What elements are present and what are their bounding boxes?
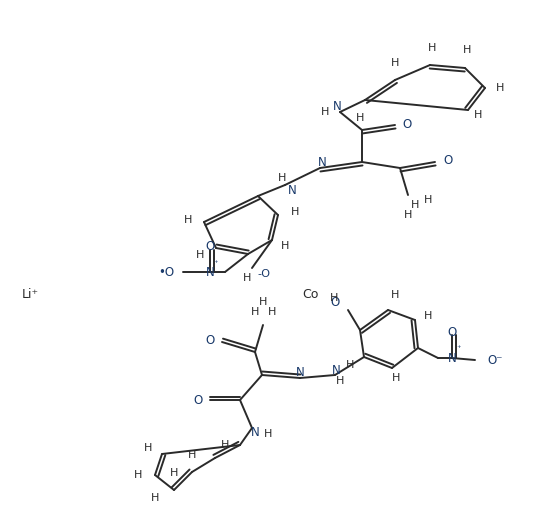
Text: O: O (205, 241, 214, 254)
Text: H: H (428, 43, 436, 53)
Text: H: H (424, 195, 432, 205)
Text: N: N (288, 183, 296, 196)
Text: H: H (268, 307, 276, 317)
Text: O: O (403, 118, 412, 130)
Text: H: H (188, 450, 196, 460)
Text: H: H (264, 429, 272, 439)
Text: H: H (404, 210, 412, 220)
Text: H: H (184, 215, 192, 225)
Text: H: H (151, 493, 159, 503)
Text: N: N (448, 352, 456, 365)
Text: H: H (196, 250, 204, 260)
Text: H: H (356, 113, 364, 123)
Text: H: H (474, 110, 482, 120)
Text: O: O (443, 155, 452, 167)
Text: H: H (392, 373, 400, 383)
Text: N: N (206, 266, 214, 279)
Text: H: H (251, 307, 259, 317)
Text: H: H (411, 200, 419, 210)
Text: N: N (318, 156, 326, 169)
Text: Co: Co (302, 289, 318, 302)
Text: N: N (251, 426, 259, 439)
Text: H: H (259, 297, 267, 307)
Text: H: H (281, 241, 289, 251)
Text: Li⁺: Li⁺ (21, 289, 39, 302)
Text: N: N (296, 366, 304, 379)
Text: H: H (134, 470, 142, 480)
Text: H: H (144, 443, 152, 453)
Text: O: O (331, 296, 340, 309)
Text: H: H (243, 273, 251, 283)
Text: O: O (448, 326, 457, 339)
Text: H: H (170, 468, 178, 478)
Text: H: H (221, 440, 229, 450)
Text: H: H (496, 83, 504, 93)
Text: ⁺: ⁺ (456, 344, 460, 353)
Text: ⁺: ⁺ (213, 259, 218, 268)
Text: H: H (321, 107, 329, 117)
Text: H: H (291, 207, 299, 217)
Text: N: N (333, 101, 341, 114)
Text: O: O (205, 333, 214, 346)
Text: •O: •O (158, 266, 174, 279)
Text: H: H (330, 293, 338, 303)
Text: H: H (346, 360, 354, 370)
Text: H: H (336, 376, 344, 386)
Text: H: H (463, 45, 471, 55)
Text: O⁻: O⁻ (487, 354, 503, 366)
Text: O: O (193, 393, 203, 406)
Text: H: H (278, 173, 286, 183)
Text: H: H (391, 290, 399, 300)
Text: H: H (391, 58, 399, 68)
Text: N: N (332, 364, 340, 377)
Text: -O: -O (257, 269, 270, 279)
Text: H: H (424, 311, 432, 321)
